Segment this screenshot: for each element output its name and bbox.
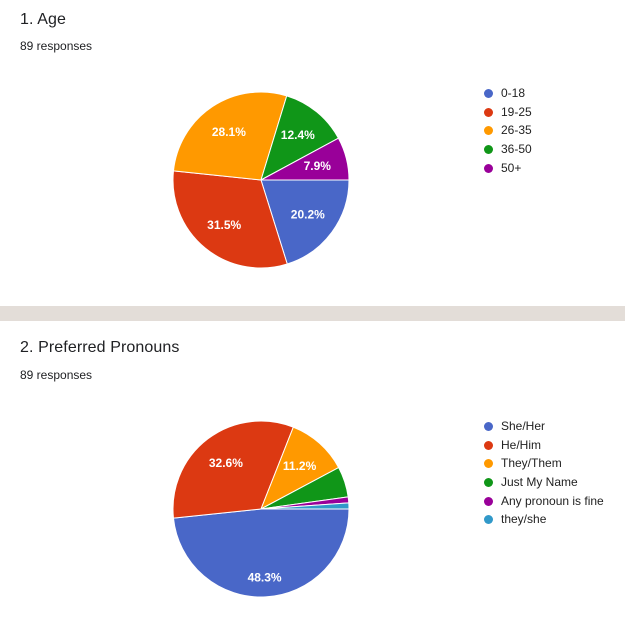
legend-label: She/Her: [501, 419, 546, 433]
legend-label: 26-35: [501, 123, 532, 138]
legend-color-dot: [484, 440, 493, 450]
legend-item-they-she: they/she: [484, 513, 622, 526]
legend-label: 0-18: [501, 86, 526, 100]
legend-label: they/she: [501, 512, 547, 527]
legend-item-0-18: 0-18: [484, 87, 622, 100]
pie-slice-label: 11.2%: [283, 459, 317, 473]
pie-slice-they-she[interactable]: [260, 502, 350, 510]
legend-item-she-her: She/Her: [484, 420, 622, 433]
legend-label: Just My Name: [501, 475, 578, 490]
pie-slice-label: 32.6%: [209, 456, 243, 470]
legend-color-dot: [484, 422, 493, 431]
pie-slice-he-him[interactable]: [172, 420, 294, 519]
pie-slice-19-25[interactable]: [172, 170, 288, 269]
legend-color-dot: [484, 478, 493, 488]
age-chart-legend: 0-18 19-25 26-35 36-50 50+: [484, 87, 622, 180]
pie-slice-label: 7.9%: [304, 159, 332, 173]
legend-item-50: 50+: [484, 160, 622, 175]
legend-color-dot: [484, 107, 493, 117]
pie-slice-label: 48.3%: [248, 571, 282, 585]
pie-slice-26-35[interactable]: [172, 91, 288, 181]
legend-item-he-him: He/Him: [484, 437, 622, 452]
question-title: 1. Age: [20, 11, 66, 28]
legend-color-dot: [484, 515, 493, 525]
legend-color-dot: [484, 163, 493, 173]
legend-label: Any pronoun is fine: [501, 493, 604, 508]
legend-label: He/Him: [501, 437, 542, 452]
pie-slice-label: 28.1%: [212, 125, 246, 139]
pie-slice-0-18[interactable]: [260, 179, 350, 265]
legend-color-dot: [484, 496, 493, 506]
section-divider: [0, 306, 625, 321]
legend-color-dot: [484, 459, 493, 469]
legend-item-they-them: They/Them: [484, 457, 622, 470]
pronouns-pie-chart[interactable]: 48.3% 32.6% 11.2%: [170, 418, 352, 600]
legend-label: 50+: [501, 160, 522, 175]
pie-slice-label: 12.4%: [281, 128, 315, 142]
responses-count: 89 responses: [20, 368, 93, 382]
legend-item-just-my-name: Just My Name: [484, 476, 622, 489]
pie-slice-label: 31.5%: [207, 218, 241, 232]
pie-slice-50[interactable]: [260, 137, 350, 181]
age-pie-chart[interactable]: 20.2% 31.5% 28.1% 12.4% 7.9%: [170, 89, 352, 271]
legend-label: 36-50: [501, 142, 532, 157]
question-card-pronouns: 2. Preferred Pronouns 89 responses 48.3%…: [0, 321, 625, 623]
pie-slice-label: 20.2%: [291, 208, 325, 222]
question-card-age: 1. Age 89 responses 20.2% 31.5% 28.1% 12.4%…: [0, 0, 625, 306]
pie-slice-36-50[interactable]: [260, 95, 339, 181]
legend-label: They/Them: [501, 456, 562, 471]
legend-color-dot: [484, 126, 493, 136]
legend-item-any-pronoun-is-fine: Any pronoun is fine: [484, 493, 622, 508]
legend-item-26-35: 26-35: [484, 124, 622, 137]
legend-label: 19-25: [501, 104, 532, 119]
legend-item-19-25: 19-25: [484, 104, 622, 119]
responses-count: 89 responses: [20, 39, 93, 53]
legend-color-dot: [484, 145, 493, 155]
pie-slice-she-her[interactable]: [172, 508, 350, 598]
pronouns-chart-legend: She/Her He/Him They/Them Just My Name Any pr…: [484, 420, 622, 532]
question-title: 2. Preferred Pronouns: [20, 339, 180, 356]
legend-item-36-50: 36-50: [484, 143, 622, 156]
legend-color-dot: [484, 89, 493, 98]
